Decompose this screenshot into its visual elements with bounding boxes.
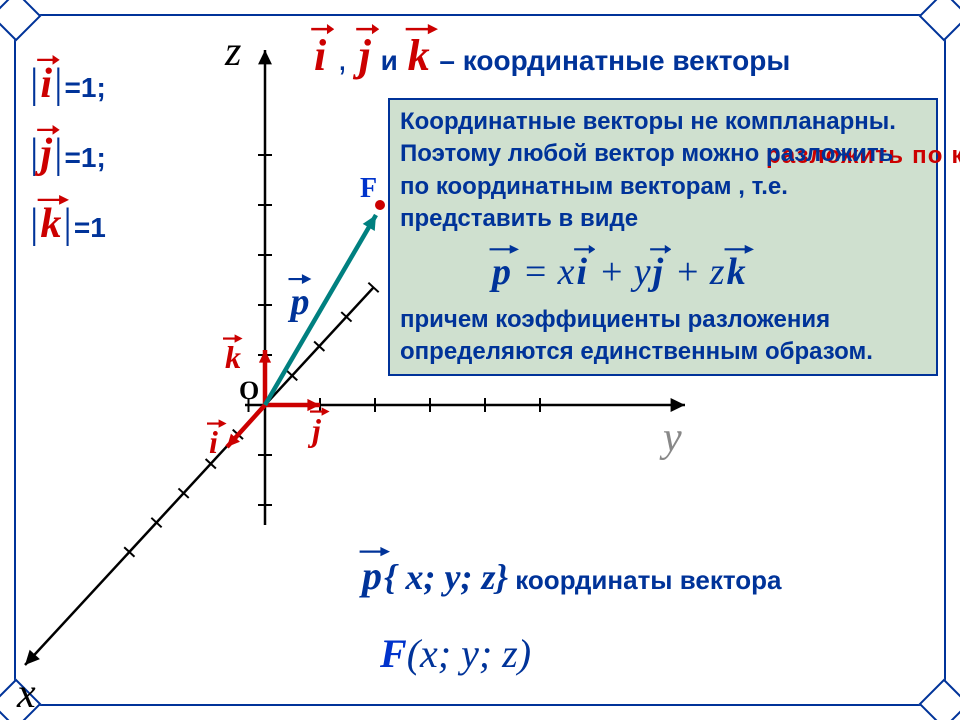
abs-bar-icon: | xyxy=(30,200,38,248)
svg-text:x: x xyxy=(16,671,36,717)
vector-k-symbol: k xyxy=(725,250,748,294)
vector-i-symbol: i xyxy=(312,30,328,81)
magnitude-row-j: |j |=1; xyxy=(30,130,106,178)
svg-text:k: k xyxy=(225,339,241,375)
vector-k-symbol: k xyxy=(38,200,63,248)
svg-text:F: F xyxy=(360,173,377,204)
vector-j-symbol: j xyxy=(357,30,373,81)
eq-eqx: = x xyxy=(513,251,575,293)
abs-bar-icon: | xyxy=(54,130,62,178)
svg-text:z: z xyxy=(224,29,241,75)
magnitude-row-k: |k |=1 xyxy=(30,200,106,248)
vector-arrow-icon xyxy=(723,244,754,255)
svg-text:O: O xyxy=(239,376,259,405)
vector-p-symbol: p xyxy=(490,250,513,294)
abs-bar-icon: | xyxy=(30,130,38,178)
vector-j-symbol: j xyxy=(651,250,666,294)
point-F-symbol: F xyxy=(380,631,407,676)
point-coords: (x; y; z) xyxy=(407,631,531,676)
header-comma: , xyxy=(328,40,356,78)
magnitude-value: =1; xyxy=(65,72,106,104)
infobox-para1: Координатные векторы не компланарны. Поэ… xyxy=(400,106,926,236)
abs-bar-icon: | xyxy=(54,60,62,108)
vector-p-symbol: p xyxy=(360,552,384,599)
header-line: i , j и k – координатные векторы xyxy=(312,30,790,81)
magnitude-row-i: |i |=1; xyxy=(30,60,106,108)
vector-i-symbol: i xyxy=(575,250,590,294)
equation-line: p = xi + yj + zk xyxy=(490,250,926,294)
header-rest: – координатные векторы xyxy=(432,45,791,76)
vector-j-symbol: j xyxy=(38,130,54,178)
coords-braces: { x; y; z} xyxy=(384,557,508,597)
eq-plusz: + z xyxy=(665,251,724,293)
magnitudes-block: |i |=1;|j |=1;|k |=1 xyxy=(30,60,106,270)
vector-k-symbol: k xyxy=(406,30,432,81)
magnitude-value: =1; xyxy=(65,142,106,174)
svg-text:y: y xyxy=(659,415,682,461)
abs-bar-icon: | xyxy=(63,200,71,248)
coords-line: p { x; y; z} координаты вектора xyxy=(360,552,781,599)
point-line: F(x; y; z) xyxy=(380,630,531,677)
eq-plusy: + y xyxy=(589,251,651,293)
coords-label: координаты вектора xyxy=(508,565,781,595)
vector-i-symbol: i xyxy=(38,60,54,108)
abs-bar-icon: | xyxy=(30,60,38,108)
header-and: и xyxy=(373,45,406,76)
magnitude-value: =1 xyxy=(74,212,106,244)
svg-text:i: i xyxy=(209,424,218,460)
infobox-line3: причем коэффициенты разложения определяю… xyxy=(400,304,926,369)
svg-text:j: j xyxy=(307,412,321,448)
info-box: Координатные векторы не компланарны. Поэ… xyxy=(388,98,938,376)
svg-text:p: p xyxy=(288,281,310,323)
